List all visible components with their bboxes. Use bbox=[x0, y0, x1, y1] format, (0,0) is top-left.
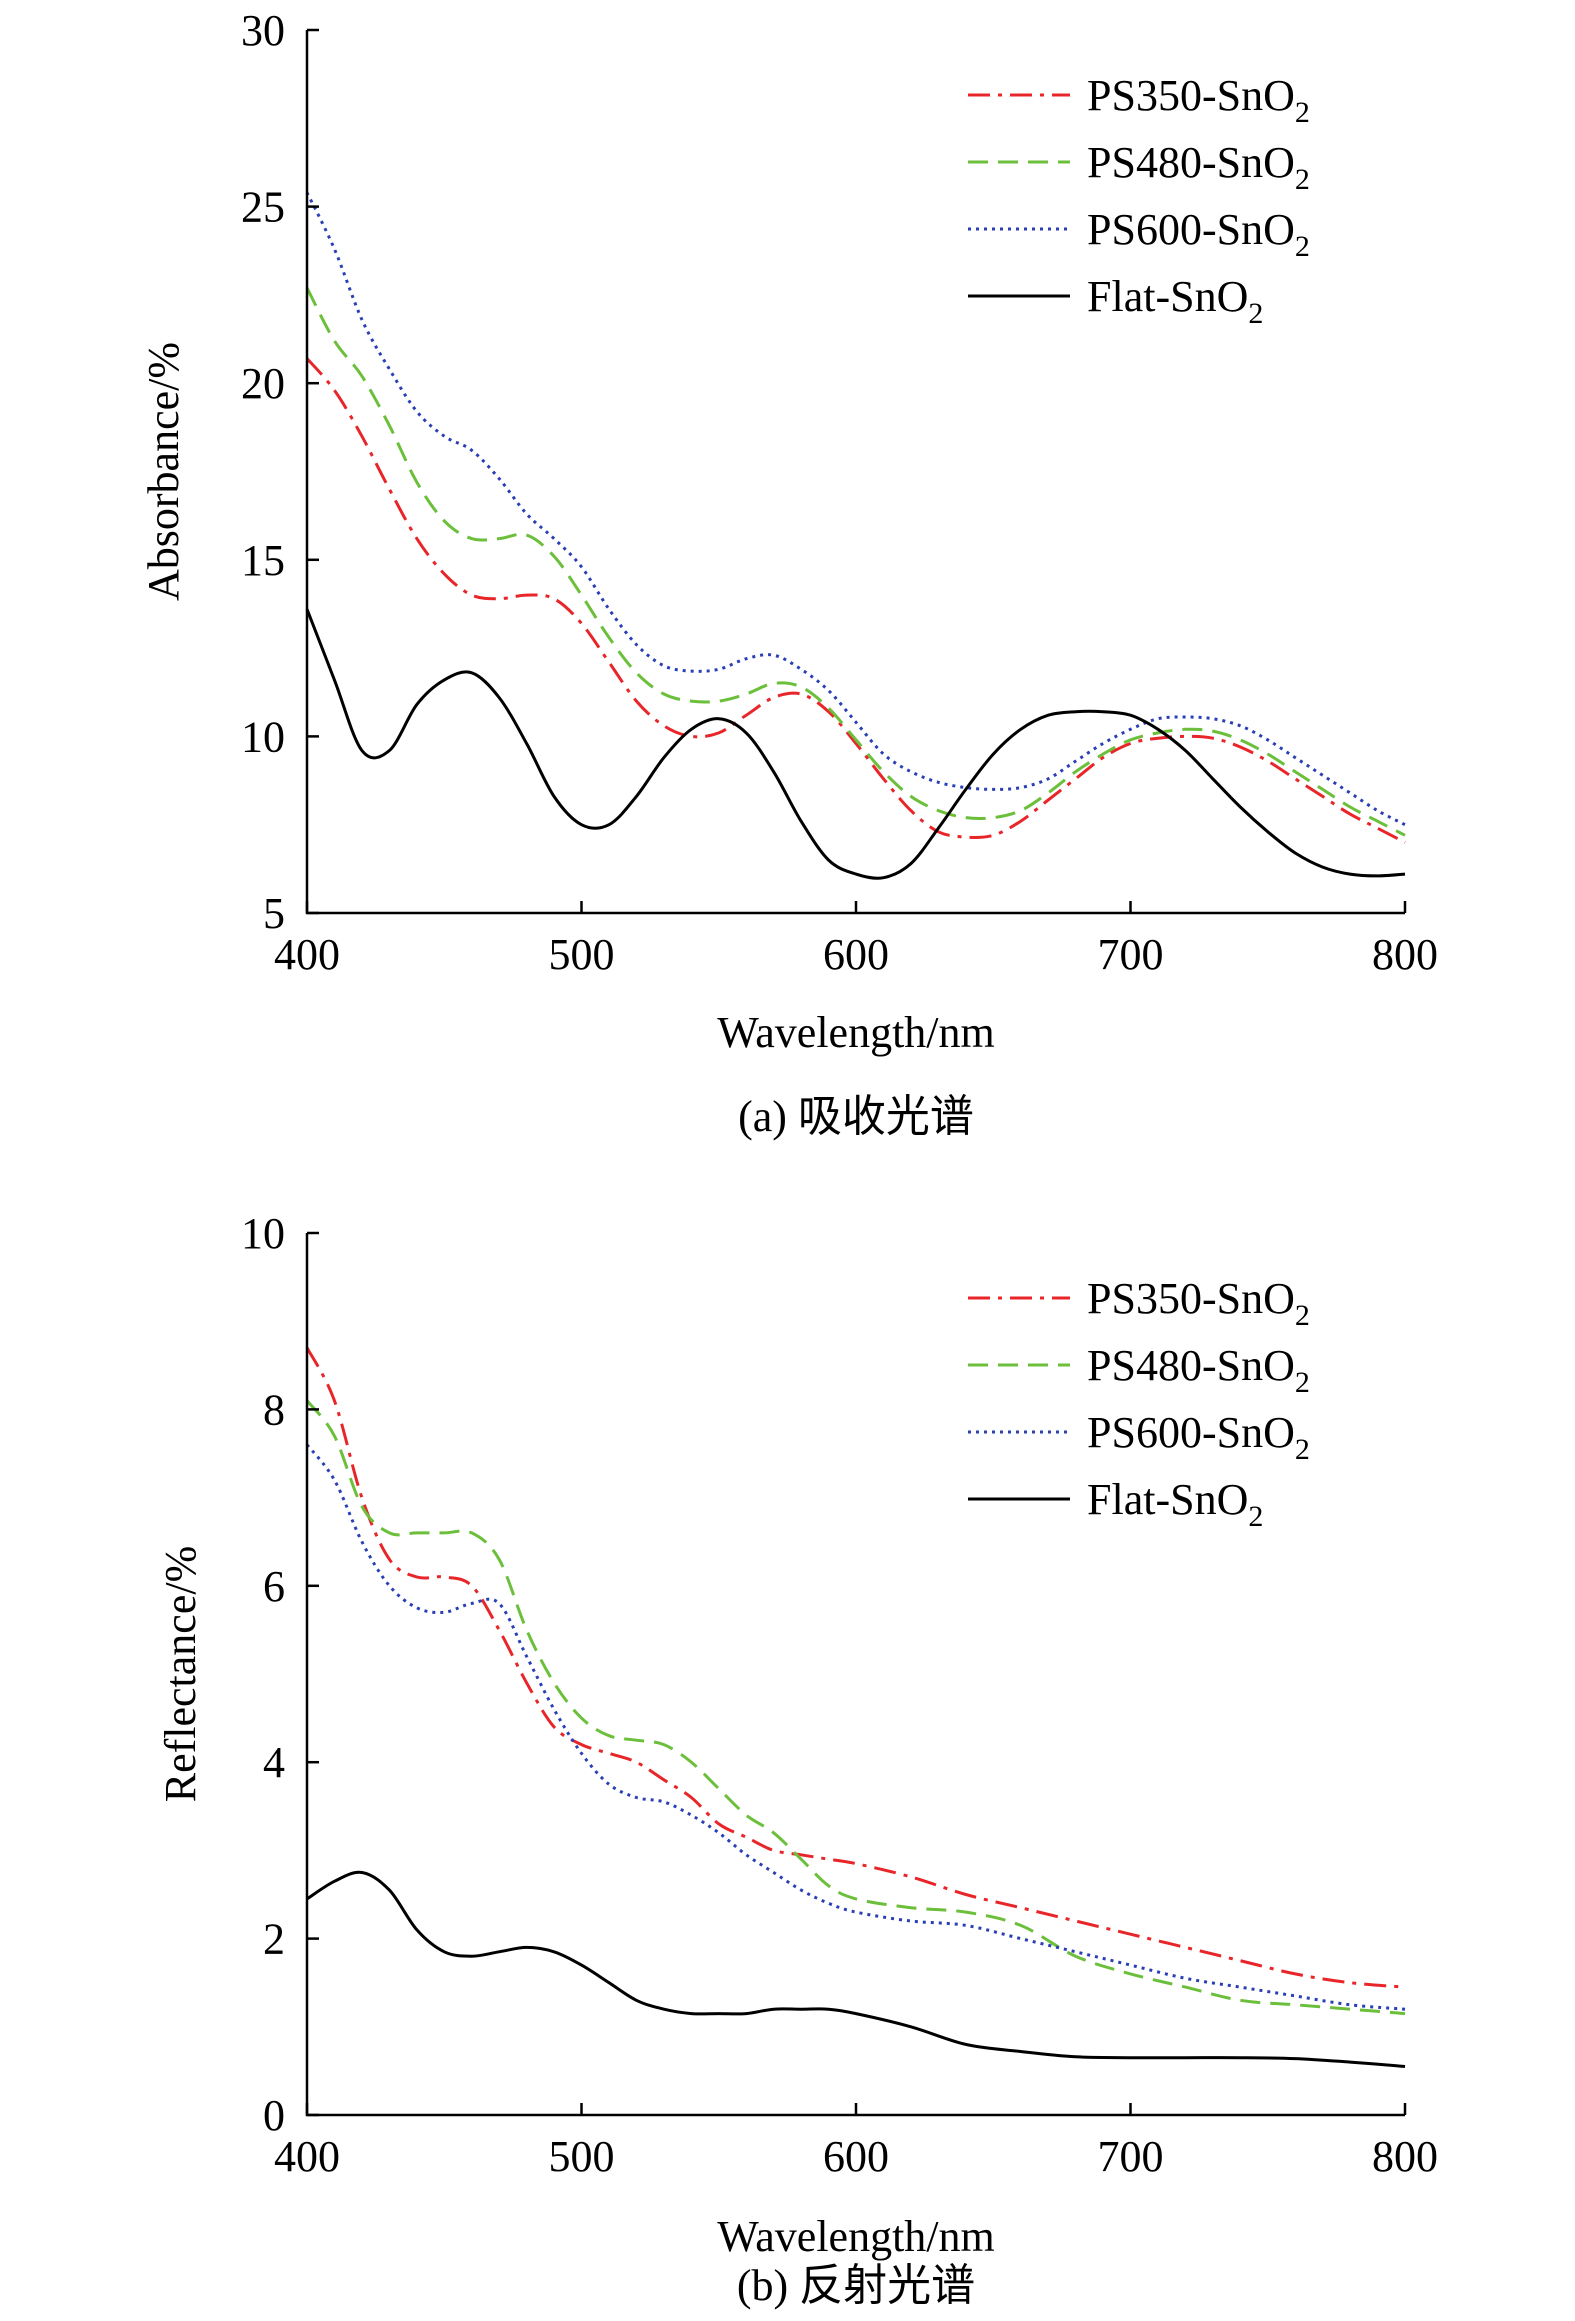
a-legend-label-text: PS480-SnO bbox=[1087, 138, 1295, 187]
b-legend-label: PS480-SnO2 bbox=[1087, 1341, 1310, 1399]
b-x-tick-label: 500 bbox=[549, 2132, 615, 2181]
a-y-tick-label: 20 bbox=[241, 359, 285, 408]
a-legend-label-subscript: 2 bbox=[1295, 96, 1310, 129]
a-legend-label-subscript: 2 bbox=[1295, 163, 1310, 196]
a-y-ticks: 5 10 15 20 25 30 bbox=[241, 6, 319, 938]
a-legend-label-subscript: 2 bbox=[1295, 230, 1310, 263]
panel-a-absorbance-chart: 400 500 600 700 800 5 10 15 20 25 30 Wavelength/n… bbox=[139, 6, 1438, 1141]
a-series-group bbox=[305, 191, 1406, 880]
b-legend-label-subscript: 2 bbox=[1295, 1433, 1310, 1466]
a-series-line-ps480-sno2 bbox=[305, 287, 1406, 837]
a-x-tick-label: 700 bbox=[1098, 930, 1164, 979]
a-x-tick-label: 800 bbox=[1372, 930, 1438, 979]
b-y-tick-label: 10 bbox=[241, 1209, 285, 1258]
a-x-ticks: 400 500 600 700 800 bbox=[274, 901, 1438, 979]
b-x-tick-label: 800 bbox=[1372, 2132, 1438, 2181]
b-series-line-ps600-sno2 bbox=[305, 1443, 1406, 2011]
b-series-line-ps350-sno2 bbox=[305, 1346, 1406, 1989]
panel-b-reflectance-chart: 400 500 600 700 800 0 2 4 6 8 10 Wavelength/nm Re… bbox=[156, 1209, 1438, 2310]
b-legend-label: PS350-SnO2 bbox=[1087, 1274, 1310, 1332]
a-y-axis-title: Absorbance/% bbox=[139, 342, 188, 601]
b-legend-label-subscript: 2 bbox=[1295, 1299, 1310, 1332]
b-y-ticks: 0 2 4 6 8 10 bbox=[241, 1209, 319, 2140]
b-series-line-flat-sno2 bbox=[306, 1870, 1406, 2068]
b-x-ticks: 400 500 600 700 800 bbox=[274, 2103, 1438, 2181]
b-legend-label-text: Flat-SnO bbox=[1087, 1475, 1248, 1524]
a-legend-label: PS480-SnO2 bbox=[1087, 138, 1310, 196]
a-x-tick-label: 500 bbox=[549, 930, 615, 979]
a-y-tick-label: 30 bbox=[241, 6, 285, 55]
a-x-tick-label: 400 bbox=[274, 930, 340, 979]
b-caption: (b) 反射光谱 bbox=[737, 2261, 975, 2310]
a-legend-label-text: Flat-SnO bbox=[1087, 272, 1248, 321]
a-legend-label-text: PS600-SnO bbox=[1087, 205, 1295, 254]
a-series-line-flat-sno2 bbox=[305, 608, 1406, 880]
b-legend-label-text: PS600-SnO bbox=[1087, 1408, 1295, 1457]
b-y-tick-label: 2 bbox=[263, 1915, 285, 1964]
a-y-tick-label: 25 bbox=[241, 183, 285, 232]
a-legend-label-subscript: 2 bbox=[1248, 297, 1263, 330]
a-legend-label-text: PS350-SnO bbox=[1087, 71, 1295, 120]
a-x-tick-label: 600 bbox=[823, 930, 889, 979]
a-series-line-ps350-sno2 bbox=[305, 357, 1406, 844]
a-y-tick-label: 15 bbox=[241, 536, 285, 585]
b-x-axis-title: Wavelength/nm bbox=[717, 2212, 995, 2261]
b-legend-label-text: PS350-SnO bbox=[1087, 1274, 1295, 1323]
b-y-tick-label: 8 bbox=[263, 1385, 285, 1434]
a-y-tick-label: 5 bbox=[263, 889, 285, 938]
b-legend-label-text: PS480-SnO bbox=[1087, 1341, 1295, 1390]
a-series-line-ps600-sno2 bbox=[305, 191, 1406, 827]
b-x-tick-label: 700 bbox=[1098, 2132, 1164, 2181]
b-series-line-ps480-sno2 bbox=[305, 1399, 1406, 2016]
b-series-group bbox=[305, 1346, 1406, 2068]
a-legend-label: PS350-SnO2 bbox=[1087, 71, 1310, 129]
b-legend-label: Flat-SnO2 bbox=[1087, 1475, 1263, 1533]
b-x-tick-label: 400 bbox=[274, 2132, 340, 2181]
a-caption: (a) 吸收光谱 bbox=[738, 1092, 974, 1141]
b-legend-label-subscript: 2 bbox=[1295, 1366, 1310, 1399]
b-legend-label: PS600-SnO2 bbox=[1087, 1408, 1310, 1466]
a-legend-label: PS600-SnO2 bbox=[1087, 205, 1310, 263]
b-y-axis-title: Reflectance/% bbox=[156, 1546, 205, 1803]
a-y-tick-label: 10 bbox=[241, 712, 285, 761]
b-x-tick-label: 600 bbox=[823, 2132, 889, 2181]
b-legend-label-subscript: 2 bbox=[1248, 1500, 1263, 1533]
b-y-tick-label: 6 bbox=[263, 1562, 285, 1611]
b-y-tick-label: 4 bbox=[263, 1738, 285, 1787]
a-legend-label: Flat-SnO2 bbox=[1087, 272, 1263, 330]
a-x-axis-title: Wavelength/nm bbox=[717, 1008, 995, 1057]
b-y-tick-label: 0 bbox=[263, 2091, 285, 2140]
